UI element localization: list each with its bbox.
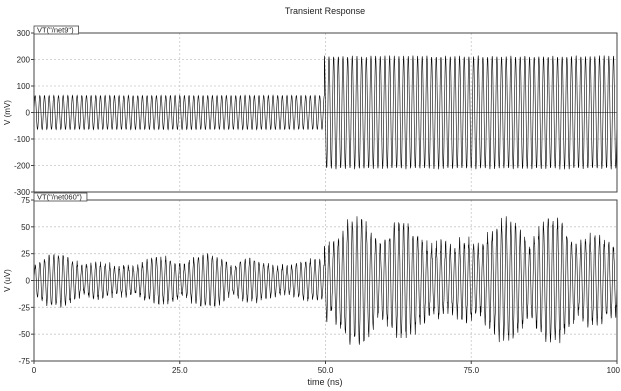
y-tick-label: 0 <box>26 277 31 286</box>
y-tick-label: -50 <box>18 330 30 339</box>
x-tick-label: 75.0 <box>463 366 479 375</box>
y-tick-label: -200 <box>14 162 31 171</box>
x-axis: 0 25.0 50.0 75.0 100 <box>32 361 621 375</box>
y-tick-label: -300 <box>14 188 31 197</box>
signal-tag-box <box>33 192 88 202</box>
y-tick-label: 100 <box>17 82 31 91</box>
plot-panel: 300 200 100 0 -100 -200 -300 V (mV) VT("/net9") <box>3 25 618 197</box>
x-tick-label: 100 <box>607 366 621 375</box>
y-tick-label: 300 <box>17 29 31 38</box>
series-line <box>33 55 618 170</box>
y-tick-label: 200 <box>17 56 31 65</box>
x-tick-label: 25.0 <box>172 366 188 375</box>
chart-title: Transient Response <box>285 6 365 16</box>
y-tick-label: -75 <box>18 357 30 366</box>
y-tick-label: 0 <box>26 109 31 118</box>
y-axis-label: V (uV) <box>3 269 12 292</box>
signal-tag-box <box>33 25 79 35</box>
x-tick-label: 0 <box>32 366 37 375</box>
y-tick-label: -25 <box>18 303 30 312</box>
y-axis-label: V (mV) <box>3 100 12 125</box>
y-tick-label: -100 <box>14 135 31 144</box>
x-tick-label: 50.0 <box>318 366 334 375</box>
y-tick-label: 75 <box>21 196 30 205</box>
plot-panels: 300 200 100 0 -100 -200 -300 V (mV) VT("/net9") 7… <box>3 25 618 366</box>
plot-panel: 75 50 25 0 -25 -50 -75 V (uV) VT("/net060") <box>3 192 618 366</box>
x-axis-label: time (ns) <box>307 377 342 387</box>
y-tick-label: 25 <box>21 250 30 259</box>
series-line <box>33 216 618 345</box>
signal-name-label: VT("/net9") <box>37 26 74 35</box>
signal-name-label: VT("/net060") <box>37 193 82 202</box>
y-tick-label: 50 <box>21 223 30 232</box>
